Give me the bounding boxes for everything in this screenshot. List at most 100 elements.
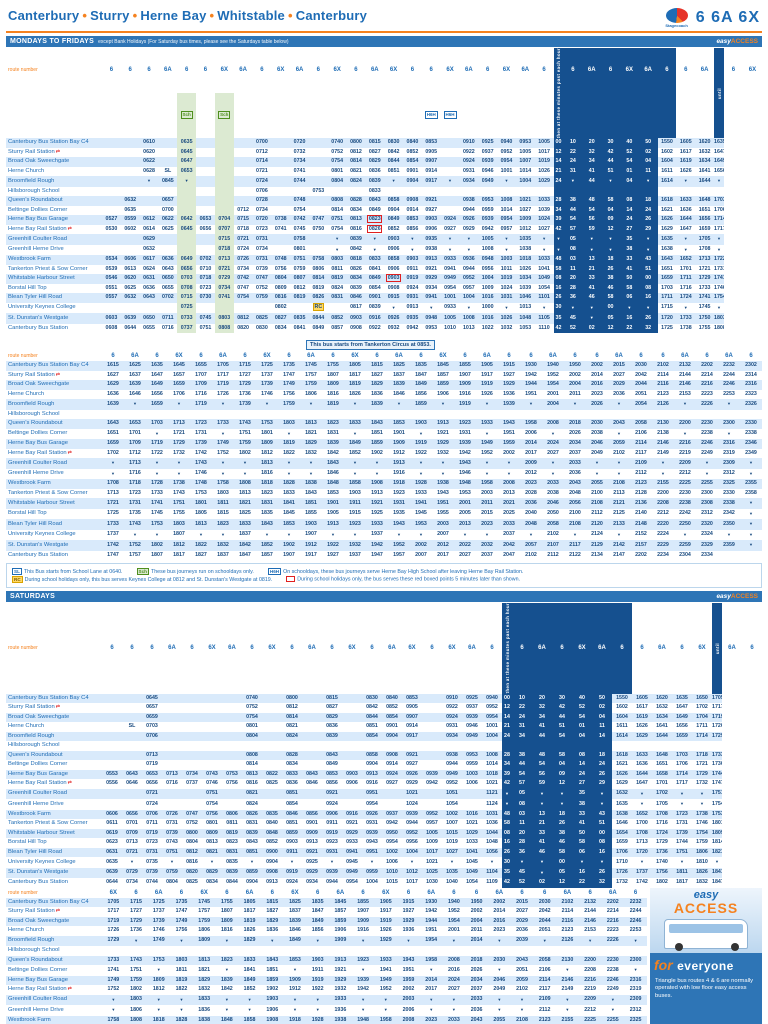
time-cell <box>302 789 322 800</box>
time-cell: ▼ <box>406 937 411 943</box>
time-cell: 0734 <box>214 283 234 294</box>
timetable-row: Westbrook Farm 1758 1808 1818 1828 1838 1848 18… <box>6 1015 647 1024</box>
time-cell: 1938 <box>334 1016 347 1023</box>
time-cell: 1839 <box>289 917 301 924</box>
route-number-cell: 6 <box>330 644 334 651</box>
time-cell <box>158 148 177 158</box>
time-cell: 08 <box>563 244 583 256</box>
time-cell: 1945 <box>415 510 427 517</box>
time-cell: 0808 <box>331 197 344 204</box>
time-cell: 32 <box>532 703 552 713</box>
time-cell: 1754 <box>714 294 724 301</box>
time-cell: 18 <box>552 809 572 820</box>
time-cell: 0635 <box>106 858 118 865</box>
time-cell: 0959 <box>481 206 494 213</box>
time-cell: 1736 <box>239 390 251 397</box>
column-tag-sch: Sch <box>180 111 193 119</box>
time-cell: 54 <box>532 760 552 770</box>
time-cell: 2042 <box>635 371 647 378</box>
time-cell: 0803 <box>331 256 344 263</box>
time-cell: 1006 <box>386 858 398 865</box>
time-cell: 0825 <box>266 780 278 787</box>
title-dot-icon: • <box>209 8 215 23</box>
time-cell <box>498 410 520 420</box>
time-cell: 1024 <box>538 216 550 223</box>
stop-name: Broomfield Rough <box>8 177 55 184</box>
time-cell: 0952 <box>406 829 418 836</box>
route-number-cell: 6 <box>370 644 374 651</box>
time-cell: 1953 <box>459 489 471 496</box>
time-cell: 1836 <box>266 927 279 934</box>
time-cell: 1625 <box>129 362 141 369</box>
time-cell: ▼ <box>601 234 620 245</box>
time-cell <box>462 789 482 800</box>
time-cell: 0954 <box>500 158 513 165</box>
time-cell: 51 <box>592 819 612 829</box>
time-cell: 08 <box>592 838 612 848</box>
time-cell: 2146 <box>657 440 669 447</box>
time-cell: 0617 <box>143 256 155 263</box>
time-cell: 1933 <box>379 956 392 963</box>
time-cell: ▼ <box>601 244 620 256</box>
time-cell: 1021 <box>519 197 532 204</box>
time-cell <box>714 187 724 197</box>
time-cell: 1017 <box>426 848 438 855</box>
time-cell: 03 <box>512 809 532 820</box>
stop-name: Canterbury Bus Station <box>8 551 68 558</box>
time-cell: 1054 <box>466 879 478 886</box>
route-number-cell: 6A <box>388 644 396 651</box>
time-cell: 1009 <box>519 216 532 223</box>
time-cell <box>196 157 215 167</box>
stop-name: Greenhill Herne Drive <box>8 470 64 477</box>
time-cell: 2220 <box>657 520 669 527</box>
time-cell: 2122 <box>569 551 581 558</box>
time-cell: 1656 <box>151 390 163 397</box>
time-cell: 1855 <box>459 362 471 369</box>
time-cell: 0903 <box>386 274 401 283</box>
time-cell: ▼ <box>134 937 139 943</box>
time-cell: 0712 <box>256 148 268 155</box>
timetable-row: Herne Bay Rail Station⇄ 1752 1802 1812 1822 1… <box>6 985 647 995</box>
time-cell: 18 <box>638 196 658 206</box>
time-cell: 2018 <box>470 956 483 963</box>
time-cell: 0916 <box>346 810 358 817</box>
time-cell: 2234 <box>657 551 669 558</box>
route-number-cell: 6 <box>543 889 547 896</box>
time-cell: 32 <box>638 323 658 334</box>
weekday-morning-timetable: route number 6 6 6 6A 6 6 6X 6A 6 6X 6A 6 6X 6 6A 6X 6 6 6X… <box>6 48 762 334</box>
time-cell: 00 <box>638 274 658 284</box>
time-cell <box>344 410 366 420</box>
time-cell: 0758 <box>312 256 325 263</box>
time-cell: 2001 <box>448 927 460 934</box>
timetable-row: Blean Tyler Hill Road 1733 1743 1753 1803 181… <box>6 519 762 530</box>
time-cell: 0721 <box>237 235 249 242</box>
time-cell: 06 <box>572 847 592 858</box>
time-cell: 1636 <box>636 761 648 768</box>
time-cell: 0834 <box>206 879 218 886</box>
stop-name: Greenhill Coulter Road <box>8 459 67 466</box>
time-cell: 1907 <box>357 908 369 915</box>
time-cell: ▼ <box>532 857 552 868</box>
time-cell: 40 <box>619 138 639 148</box>
time-cell <box>262 760 282 770</box>
time-cell: ▼ <box>542 937 547 943</box>
time-cell: 1721 <box>696 761 708 768</box>
time-cell: 1950 <box>470 898 483 905</box>
time-cell: 1632 <box>698 148 711 155</box>
timetable-row: Borstal Hill Top 1725 1735 1745 1755 1805 1815… <box>6 509 762 520</box>
stop-name: Broomfield Rough <box>8 937 55 944</box>
time-cell: 1741 <box>714 275 724 282</box>
stop-name: Sturry Rail Station⇄ <box>8 704 60 711</box>
time-cell: 24 <box>502 731 512 742</box>
time-cell: 1018 <box>486 770 498 777</box>
time-cell: 04 <box>592 712 612 723</box>
time-cell: 1027 <box>446 848 458 855</box>
time-cell: 2047 <box>503 551 515 558</box>
time-cell: 0931 <box>462 167 475 174</box>
time-cell: 0903 <box>425 216 438 223</box>
route-number-cell: 6A <box>164 67 172 74</box>
time-cell: 0854 <box>406 158 419 165</box>
time-cell: 0954 <box>346 879 358 886</box>
time-cell: ▼ <box>727 430 731 436</box>
time-cell: 1842 <box>327 449 339 456</box>
